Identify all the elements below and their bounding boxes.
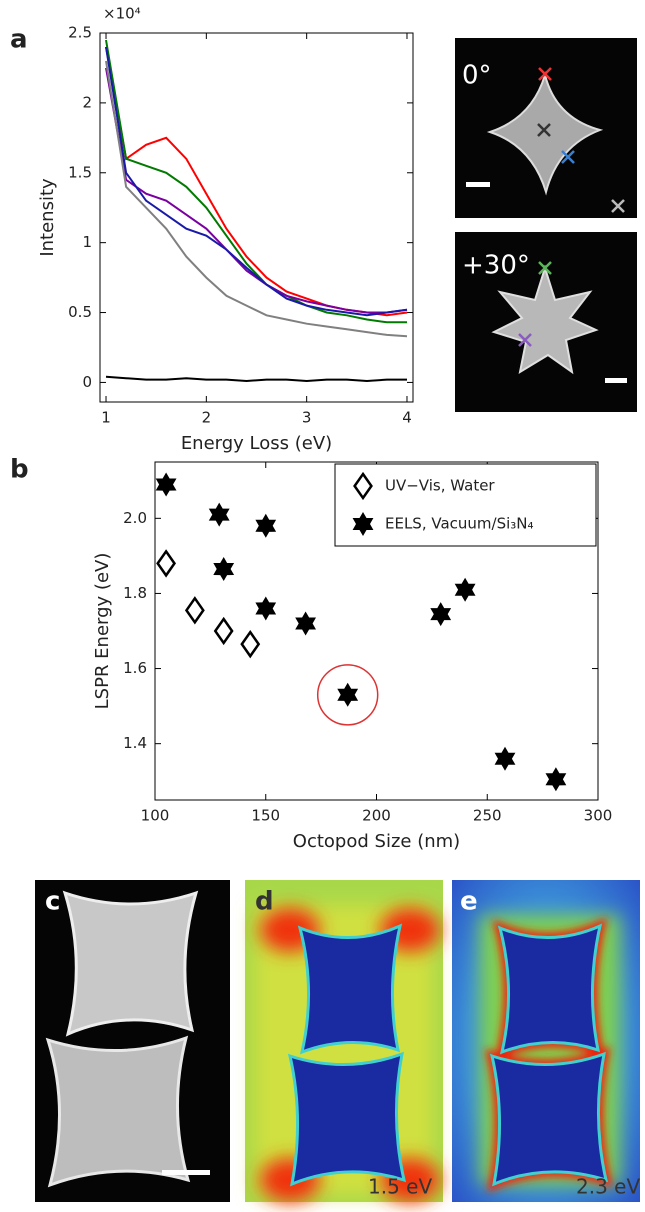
diamond-marker <box>156 549 177 578</box>
spectrum-line <box>105 375 407 383</box>
y-exponent: ×10⁴ <box>103 5 141 23</box>
y-tick-label: 2.0 <box>123 509 147 527</box>
spectrum-line <box>105 39 407 324</box>
angle-label: +30° <box>462 251 530 281</box>
star-marker <box>430 602 452 627</box>
y-tick-label: 1 <box>82 233 92 251</box>
x-tick-label: 2 <box>202 409 212 427</box>
x-tick-label: 150 <box>251 807 280 825</box>
panel-label: d <box>255 887 274 917</box>
eels-map-2-3: 2.3 eV e <box>452 880 640 1202</box>
tilt-image-0: 0° <box>455 38 637 218</box>
x-tick-label: 4 <box>402 409 412 427</box>
y-tick-label: 1.5 <box>68 163 92 181</box>
axes-frame <box>99 32 414 403</box>
y-tick-label: 0 <box>82 373 92 391</box>
diamond-marker <box>213 616 234 646</box>
energy-label: 2.3 eV <box>576 1175 640 1199</box>
diamond-marker <box>240 629 261 659</box>
panel-label: b <box>10 455 29 485</box>
y-tick-label: 0.5 <box>68 303 92 321</box>
haadf-image: c <box>35 880 230 1202</box>
angle-label: 0° <box>462 61 492 91</box>
x-tick-label: 1 <box>101 409 111 427</box>
x-tick-label: 300 <box>584 807 613 825</box>
panel-label: a <box>10 25 28 55</box>
star-marker <box>295 611 316 636</box>
diamond-marker <box>353 471 373 501</box>
energy-label: 1.5 eV <box>368 1175 432 1199</box>
star-marker <box>545 767 567 792</box>
legend-label: EELS, Vacuum/Si₃N₄ <box>385 515 534 533</box>
y-tick-label: 1.6 <box>123 659 147 677</box>
star-marker <box>337 682 359 707</box>
x-tick-label: 250 <box>473 807 502 825</box>
diamond-marker <box>184 596 205 625</box>
eels-map-1-5: 1.5 eV d <box>245 880 443 1202</box>
tilt-image-30: +30° <box>455 232 637 412</box>
spectrum-line <box>105 60 408 338</box>
star-marker <box>352 512 374 536</box>
y-tick-label: 1.4 <box>123 734 147 752</box>
spectrum-line <box>105 46 408 317</box>
star-marker <box>255 596 277 621</box>
star-marker <box>454 577 476 602</box>
star-marker <box>255 513 277 538</box>
star-marker <box>155 472 177 497</box>
legend-box <box>334 463 597 547</box>
x-axis-label: Octopod Size (nm) <box>293 831 460 852</box>
legend-label: UV−Vis, Water <box>385 477 495 495</box>
y-tick-label: 2 <box>82 93 92 111</box>
y-axis-label: LSPR Energy (eV) <box>92 553 113 710</box>
star-marker <box>494 746 516 771</box>
star-marker <box>213 557 235 581</box>
panel-label: e <box>460 887 478 917</box>
y-tick-label: 2.5 <box>68 24 92 42</box>
y-axis-label: Intensity <box>37 178 58 257</box>
x-tick-label: 200 <box>362 807 391 825</box>
highlight-circle <box>316 664 379 726</box>
x-tick-label: 100 <box>141 807 170 825</box>
panel-label: c <box>45 887 60 917</box>
x-tick-label: 3 <box>302 409 312 427</box>
spectrum-line <box>105 67 408 314</box>
star-marker <box>208 502 230 527</box>
x-axis-label: Energy Loss (eV) <box>181 433 332 454</box>
y-tick-label: 1.8 <box>123 584 147 602</box>
